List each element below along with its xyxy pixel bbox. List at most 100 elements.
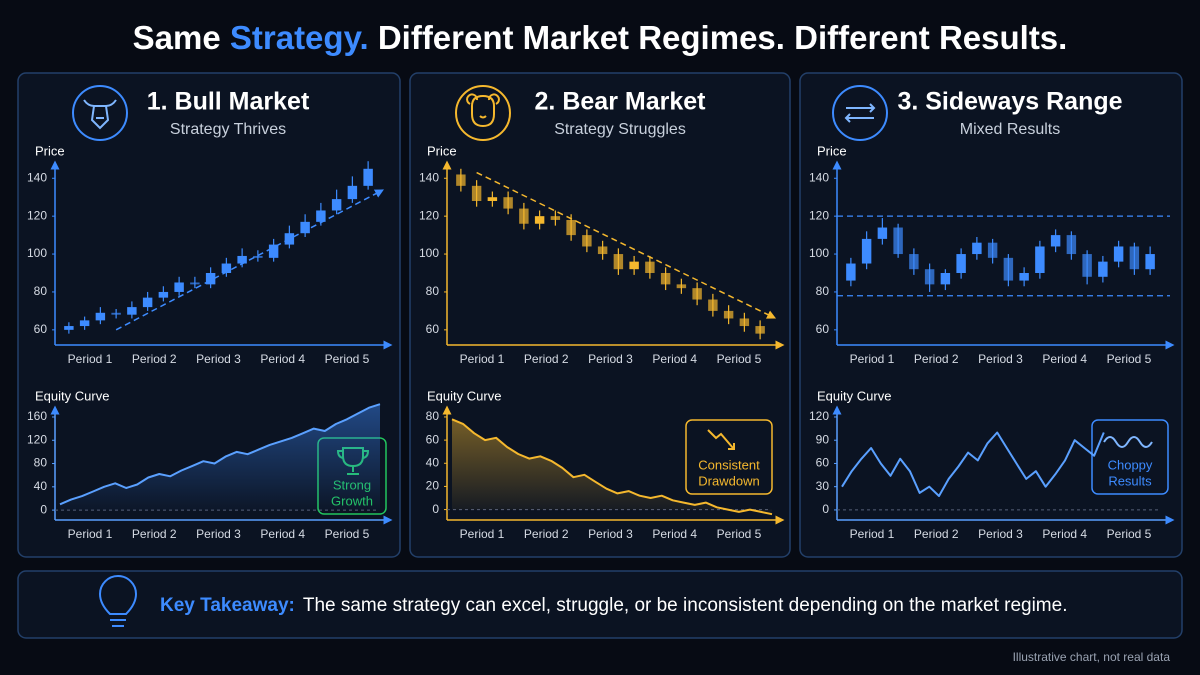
- candle-body: [893, 227, 903, 255]
- y-axis-label: Equity Curve: [817, 388, 891, 403]
- y-tick-label: 100: [27, 246, 47, 260]
- y-tick-label: 140: [27, 170, 47, 184]
- panel-subtitle: Strategy Struggles: [554, 121, 686, 138]
- panel-subtitle: Mixed Results: [960, 121, 1060, 138]
- panel-title: 3. Sideways Range: [897, 88, 1122, 116]
- y-tick-label: 60: [816, 456, 830, 470]
- equity-line: [59, 403, 381, 506]
- down-arrow-icon: [707, 429, 735, 450]
- trend-line: [476, 171, 777, 319]
- wave-icon: [1103, 436, 1153, 448]
- bear-head: [466, 93, 500, 128]
- x-tick-label: Period 5: [325, 527, 370, 541]
- x-tick-label: Period 3: [978, 527, 1023, 541]
- candle-body: [456, 174, 466, 186]
- badge-box: [685, 419, 773, 495]
- y-axis-label: Price: [817, 143, 847, 158]
- candle-body: [924, 269, 935, 285]
- takeaway-text: The same strategy can excel, struggle, o…: [303, 595, 1068, 616]
- candle-body: [111, 312, 121, 315]
- bear-icon: [455, 85, 511, 141]
- candle-body: [613, 254, 624, 270]
- bull-icon: [72, 85, 128, 141]
- title-part: Different Market Regimes. Different Resu…: [378, 19, 1068, 56]
- candle-body: [1003, 257, 1014, 281]
- takeaway-label: Key Takeaway:: [160, 595, 295, 616]
- candle-body: [660, 273, 671, 285]
- x-tick-label: Period 1: [850, 352, 895, 366]
- candle-body: [158, 291, 169, 298]
- candle-body: [1019, 273, 1029, 281]
- y-tick-label: 20: [426, 479, 440, 493]
- equity-area: [452, 419, 772, 515]
- y-tick-label: 120: [27, 208, 47, 222]
- candle-body: [174, 282, 184, 292]
- candle-body: [363, 168, 373, 186]
- candle-body: [221, 263, 232, 273]
- takeaway: Key Takeaway: The same strategy can excel…: [160, 595, 1067, 616]
- candle-body: [268, 244, 279, 258]
- y-tick-label: 80: [34, 284, 48, 298]
- y-tick-label: 40: [34, 479, 48, 493]
- x-tick-label: Period 4: [260, 527, 305, 541]
- y-tick-label: 60: [426, 432, 440, 446]
- candle-body: [95, 312, 106, 321]
- y-axis-label: Equity Curve: [427, 388, 501, 403]
- candle-body: [739, 318, 750, 327]
- candle-body: [692, 288, 702, 300]
- x-tick-label: Period 2: [914, 352, 959, 366]
- candle-body: [127, 307, 137, 315]
- x-tick-label: Period 4: [1042, 352, 1087, 366]
- badge-text: Choppy: [1108, 457, 1153, 472]
- x-tick-label: Period 1: [460, 527, 505, 541]
- y-tick-label: 0: [822, 502, 829, 516]
- candle-body: [1145, 254, 1155, 270]
- x-tick-label: Period 4: [1042, 527, 1087, 541]
- y-tick-label: 60: [34, 322, 48, 336]
- candle-body: [1082, 254, 1092, 277]
- x-tick-label: Period 2: [914, 527, 959, 541]
- y-tick-label: 160: [27, 409, 47, 423]
- candle-body: [676, 284, 687, 289]
- candle-body: [142, 297, 153, 308]
- y-tick-label: 100: [809, 246, 829, 260]
- x-tick-label: Period 1: [460, 352, 505, 366]
- x-tick-label: Period 2: [132, 352, 177, 366]
- y-tick-label: 0: [432, 502, 439, 516]
- y-tick-label: 90: [816, 432, 830, 446]
- candle-body: [909, 254, 919, 270]
- badge-text: Drawdown: [698, 473, 759, 488]
- title-highlight: Strategy.: [230, 19, 369, 56]
- takeaway-box: [17, 570, 1183, 639]
- title-part: Same: [133, 19, 221, 56]
- y-tick-label: 80: [816, 284, 830, 298]
- x-tick-label: Period 4: [260, 352, 305, 366]
- y-tick-label: 120: [809, 409, 829, 423]
- candle-body: [64, 326, 74, 330]
- candle-body: [1066, 235, 1077, 255]
- candle-body: [253, 255, 263, 258]
- panel-subtitle: Strategy Thrives: [170, 121, 286, 138]
- candle-body: [316, 210, 326, 222]
- x-tick-label: Period 5: [1107, 527, 1152, 541]
- candle-body: [582, 235, 592, 247]
- candle-body: [503, 197, 513, 209]
- candle-body: [987, 242, 998, 258]
- panel: [799, 72, 1183, 558]
- y-tick-label: 140: [419, 170, 439, 184]
- candle-body: [79, 320, 90, 327]
- x-tick-label: Period 4: [652, 527, 697, 541]
- candle-body: [861, 238, 872, 264]
- candle-body: [487, 197, 498, 201]
- candle-body: [1113, 246, 1124, 262]
- y-axis-label: Equity Curve: [35, 388, 109, 403]
- candle-body: [300, 221, 310, 234]
- range-icon: [832, 85, 888, 141]
- candle-body: [940, 273, 951, 285]
- x-tick-label: Period 5: [717, 352, 762, 366]
- candle-body: [1035, 246, 1045, 273]
- candle-body: [331, 199, 342, 211]
- candle-body: [877, 227, 888, 239]
- x-tick-label: Period 4: [652, 352, 697, 366]
